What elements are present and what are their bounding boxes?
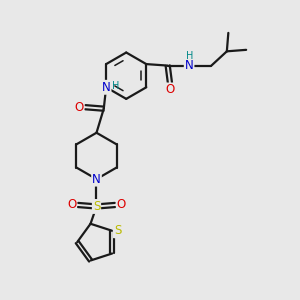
- Text: N: N: [102, 81, 110, 94]
- Text: N: N: [185, 59, 194, 72]
- Text: H: H: [112, 81, 119, 91]
- Text: O: O: [117, 199, 126, 212]
- Text: H: H: [186, 51, 194, 61]
- Text: N: N: [92, 172, 101, 186]
- Text: O: O: [74, 101, 83, 114]
- Text: O: O: [67, 199, 76, 212]
- Text: S: S: [93, 200, 100, 213]
- Text: S: S: [114, 224, 121, 237]
- Text: O: O: [166, 83, 175, 97]
